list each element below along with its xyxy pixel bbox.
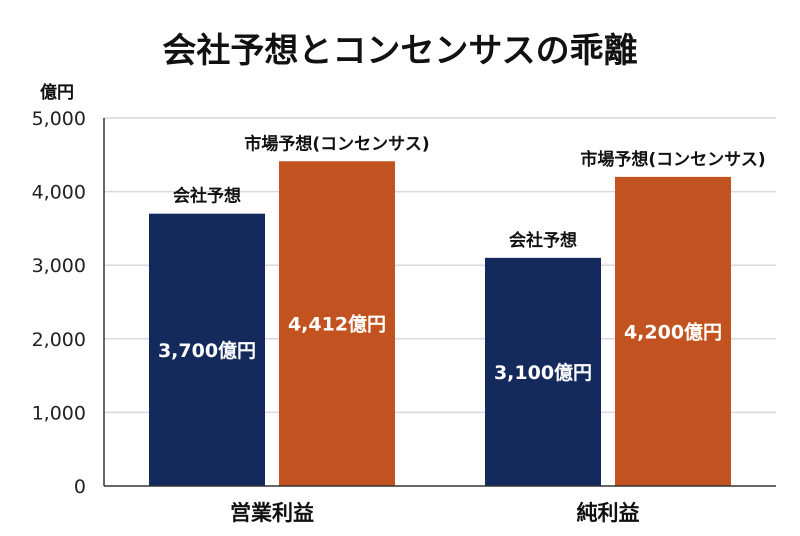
y-axis-unit: 億円	[40, 82, 74, 103]
y-tick-label: 1,000	[32, 402, 86, 424]
bar	[485, 257, 601, 486]
y-tick-label: 0	[74, 476, 86, 498]
y-tick-label: 3,000	[32, 255, 86, 277]
y-tick-label: 5,000	[32, 108, 86, 130]
data-label: 3,100億円	[494, 361, 592, 384]
bar	[279, 161, 395, 486]
series-label: 会社予想	[509, 230, 577, 251]
series-label: 市場予想(コンセンサス)	[580, 149, 765, 170]
y-tick-label: 4,000	[32, 182, 86, 204]
y-tick-label: 2,000	[32, 329, 86, 351]
bar	[149, 213, 265, 486]
data-label: 4,200億円	[624, 320, 722, 343]
x-category-label: 営業利益	[230, 501, 314, 525]
series-label: 会社予想	[173, 186, 241, 207]
x-category-label: 純利益	[577, 501, 640, 525]
chart-title: 会社予想とコンセンサスの乖離	[162, 31, 637, 71]
data-label: 3,700億円	[158, 339, 256, 362]
data-label: 4,412億円	[288, 313, 386, 336]
series-label: 市場予想(コンセンサス)	[244, 133, 429, 154]
bar	[615, 176, 731, 486]
